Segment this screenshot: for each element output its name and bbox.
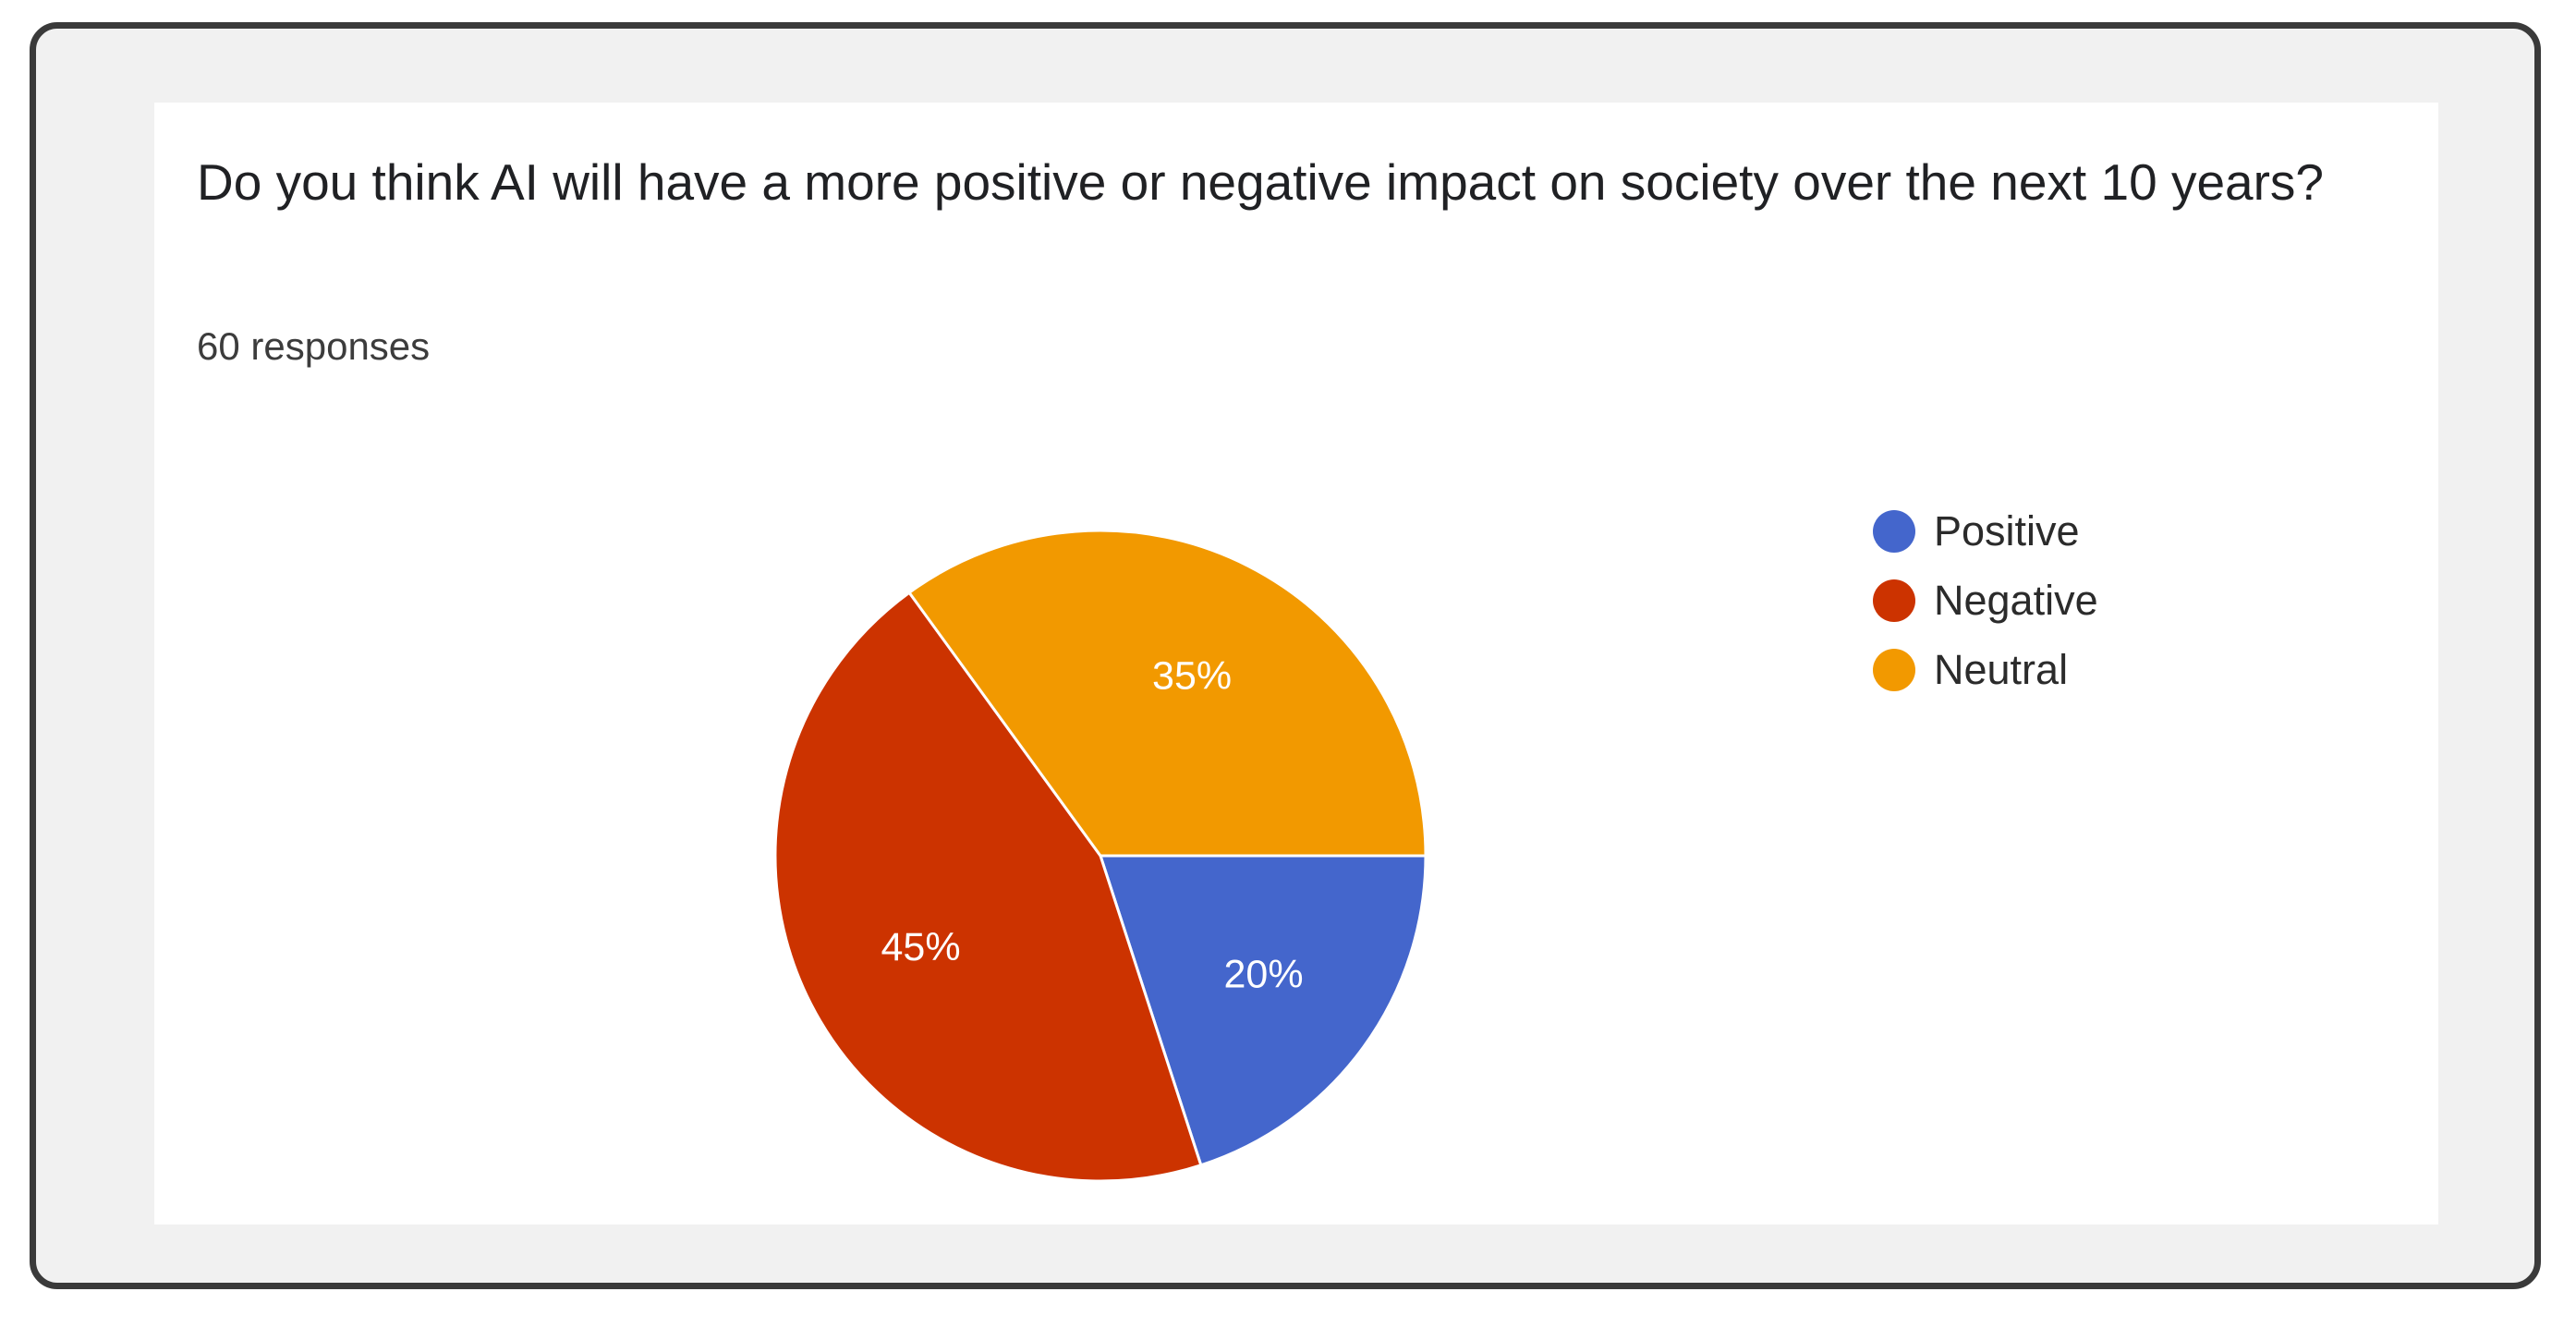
pie-slice-neutral	[907, 529, 1428, 858]
pie-slice-negative	[773, 591, 1203, 1183]
pie-label-neutral: 35%	[1152, 654, 1232, 699]
response-count: 60 responses	[197, 324, 431, 368]
legend-label-positive: Positive	[1934, 506, 2080, 554]
question-card: Do you think AI will have a more positiv…	[154, 103, 2438, 1224]
pie-slice-positive	[1098, 854, 1428, 1167]
legend-label-neutral: Neutral	[1934, 645, 2069, 693]
legend-swatch-positive	[1873, 509, 1915, 553]
legend-swatch-neutral	[1873, 648, 1915, 691]
legend-item-neutral: Neutral	[1873, 635, 2098, 704]
pie-label-negative: 45%	[881, 925, 961, 969]
legend-item-negative: Negative	[1873, 566, 2098, 635]
legend-item-positive: Positive	[1873, 496, 2098, 566]
legend-label-negative: Negative	[1934, 576, 2098, 624]
pie-label-positive: 20%	[1224, 952, 1304, 996]
question-title: Do you think AI will have a more positiv…	[197, 153, 2325, 211]
legend-swatch-negative	[1873, 579, 1915, 622]
pie-chart: 20% 45% 35%	[773, 529, 1428, 1183]
chart-legend: Positive Negative Neutral	[1873, 496, 2098, 704]
card-frame: Do you think AI will have a more positiv…	[30, 22, 2541, 1289]
